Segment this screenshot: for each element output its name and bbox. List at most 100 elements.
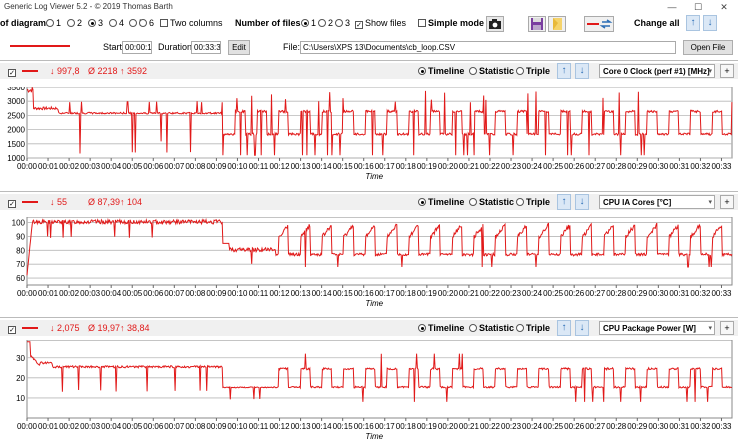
mode-timeline-radio[interactable]: Timeline [418, 197, 464, 207]
x-tick-label: 00:28 [606, 422, 627, 431]
x-tick-label: 00:02 [59, 422, 80, 431]
radio-icon [46, 19, 54, 27]
mode-triple-radio[interactable]: Triple [516, 66, 550, 76]
sensor-select[interactable]: Core 0 Clock (perf #1) [MHz] ▾ [599, 64, 715, 78]
panel-divider [0, 60, 738, 61]
open-file-button[interactable]: Open File [683, 40, 733, 55]
file-option-1[interactable]: 1 [301, 18, 316, 28]
change-all-up-button[interactable]: ↑ [686, 15, 700, 31]
file-option-3[interactable]: 3 [335, 18, 350, 28]
sensor-down-button[interactable]: ↓ [575, 194, 589, 210]
line-style-swap-button[interactable] [584, 16, 614, 32]
add-series-button[interactable]: + [720, 321, 734, 335]
two-columns-checkbox[interactable]: Two columns [160, 18, 223, 28]
diagram-option-6[interactable]: 6 [139, 18, 154, 28]
x-tick-label: 00:33 [711, 162, 732, 171]
mode-timeline-radio[interactable]: Timeline [418, 323, 464, 333]
sensor-down-button[interactable]: ↓ [575, 63, 589, 79]
arrow-down-icon: ↓ [579, 65, 585, 76]
x-tick-label: 00:00 [17, 162, 38, 171]
avg-value: Ø 2218 [88, 66, 118, 76]
radio-icon [516, 198, 524, 206]
x-tick-label: 00:15 [333, 289, 354, 298]
sensor-down-button[interactable]: ↓ [575, 320, 589, 336]
x-tick-label: 00:05 [122, 422, 143, 431]
series-color-swatch[interactable] [22, 69, 38, 73]
x-tick-label: 00:27 [585, 289, 606, 298]
series-line [27, 341, 733, 402]
x-tick-label: 00:31 [669, 289, 690, 298]
x-tick-label: 00:28 [606, 289, 627, 298]
x-tick-label: 00:21 [459, 162, 480, 171]
x-tick-label: 00:03 [80, 422, 101, 431]
radio-icon [318, 19, 326, 27]
radio-icon [516, 324, 524, 332]
x-tick-label: 00:00 [17, 289, 38, 298]
panel-header: ✓ ↓ 2,075 Ø 19,97 ↑ 38,84 Timeline Stati… [0, 320, 738, 336]
start-label: Start: [103, 42, 125, 52]
x-tick-label: 00:00 [17, 422, 38, 431]
diagram-option-1[interactable]: 1 [46, 18, 61, 28]
mode-triple-radio[interactable]: Triple [516, 197, 550, 207]
x-tick-label: 00:10 [227, 289, 248, 298]
diagrams-label: of diagrams [0, 18, 52, 28]
x-tick-label: 00:04 [101, 289, 122, 298]
start-input[interactable]: 00:00:14 [122, 41, 152, 54]
diagram-option-3[interactable]: 3 [88, 18, 103, 28]
minimize-button[interactable]: — [667, 2, 677, 12]
open-folder-button[interactable] [548, 16, 566, 32]
show-files-checkbox[interactable]: ✓ Show files [355, 18, 407, 29]
max-value: ↑ 3592 [120, 66, 148, 76]
series-visible-checkbox[interactable]: ✓ [8, 66, 18, 77]
max-value: ↑ 104 [120, 197, 143, 207]
screenshot-camera-button[interactable] [486, 16, 504, 32]
sensor-up-button[interactable]: ↑ [557, 63, 571, 79]
mode-timeline-radio[interactable]: Timeline [418, 66, 464, 76]
x-tick-label: 00:19 [417, 162, 438, 171]
sensor-up-button[interactable]: ↑ [557, 320, 571, 336]
y-tick-label: 1500 [7, 140, 25, 149]
series-visible-checkbox[interactable]: ✓ [8, 197, 18, 208]
add-series-button[interactable]: + [720, 195, 734, 209]
change-all-down-button[interactable]: ↓ [703, 15, 717, 31]
save-button[interactable] [528, 16, 546, 32]
line-color-swatch[interactable] [10, 44, 70, 48]
simple-mode-checkbox[interactable]: Simple mode [418, 18, 484, 28]
radio-icon [67, 19, 75, 27]
file-path-input[interactable]: C:\Users\XPS 13\Documents\cb_loop.CSV [300, 41, 676, 54]
x-tick-label: 00:23 [501, 422, 522, 431]
file-option-2[interactable]: 2 [318, 18, 333, 28]
x-tick-label: 00:25 [543, 422, 564, 431]
mode-triple-radio[interactable]: Triple [516, 323, 550, 333]
diagram-panel-1: ✓ ↓ 997,8 Ø 2218 ↑ 3592 Timeline Statist… [0, 60, 738, 188]
duration-input[interactable]: 00:33:33 [191, 41, 221, 54]
mode-statistic-radio[interactable]: Statistic [469, 323, 514, 333]
x-tick-label: 00:27 [585, 162, 606, 171]
arrow-up-icon: ↑ [561, 196, 567, 207]
series-visible-checkbox[interactable]: ✓ [8, 323, 18, 334]
mode-statistic-radio[interactable]: Statistic [469, 66, 514, 76]
diagram-option-2[interactable]: 2 [67, 18, 82, 28]
series-line [26, 217, 733, 276]
x-tick-label: 00:22 [480, 289, 501, 298]
sensor-select[interactable]: CPU Package Power [W] ▾ [599, 321, 715, 335]
add-series-button[interactable]: + [720, 64, 734, 78]
maximize-button[interactable]: ☐ [693, 2, 703, 12]
x-tick-label: 00:29 [627, 162, 648, 171]
x-tick-label: 00:05 [122, 289, 143, 298]
close-button[interactable]: ✕ [720, 2, 728, 12]
sensor-up-button[interactable]: ↑ [557, 194, 571, 210]
radio-icon [129, 19, 137, 27]
sensor-select[interactable]: CPU IA Cores [°C] ▾ [599, 195, 715, 209]
x-tick-label: 00:18 [396, 422, 417, 431]
series-color-swatch[interactable] [22, 200, 38, 204]
diagram-option-4[interactable]: 4 [109, 18, 124, 28]
mode-statistic-radio[interactable]: Statistic [469, 197, 514, 207]
edit-button[interactable]: Edit [228, 40, 250, 55]
x-tick-label: 00:14 [312, 289, 333, 298]
series-color-swatch[interactable] [22, 326, 38, 330]
x-tick-label: 00:08 [185, 162, 206, 171]
